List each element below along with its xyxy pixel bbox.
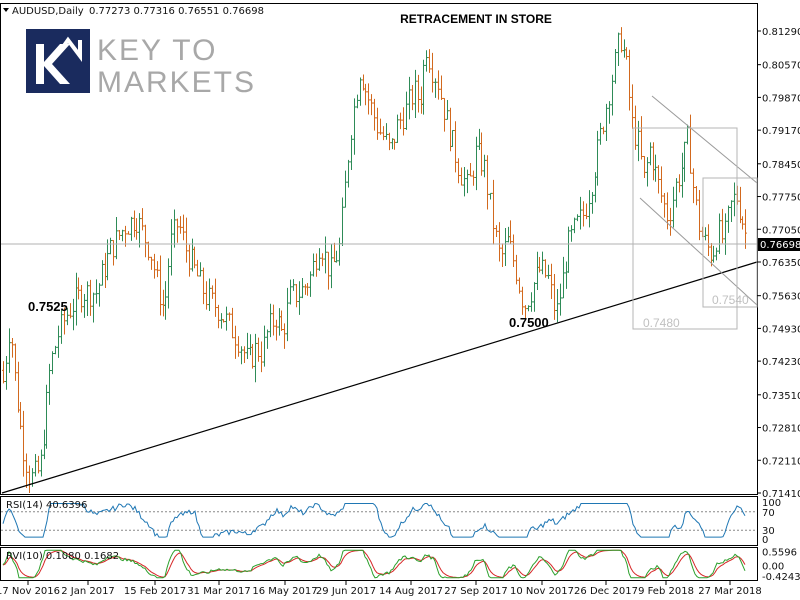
price-tick-label: 0.81290 <box>762 27 800 38</box>
symbol-label: AUDUSD,Daily <box>12 6 84 17</box>
date-tick-label: 26 Dec 2017 <box>574 586 638 597</box>
date-tick-label: 27 Sep 2017 <box>444 586 507 597</box>
date-tick-label: 14 Aug 2017 <box>379 586 443 597</box>
date-tick-label: 2 Jan 2017 <box>61 586 115 597</box>
chart-title: RETRACEMENT IN STORE <box>400 12 552 26</box>
price-tick-label: 0.77750 <box>762 193 800 204</box>
rsi-panel-frame <box>0 496 758 546</box>
price-tick-label: 0.77050 <box>762 225 800 236</box>
annotation-0-7525: 0.7525 <box>28 299 68 314</box>
annotation-0-7480: 0.7480 <box>643 316 680 330</box>
logo-line1: KEY TO <box>97 34 217 67</box>
price-tick-label: 0.72110 <box>762 456 800 467</box>
current-price-label: 0.76698 <box>760 240 800 251</box>
rsi-level-label: 0 <box>762 535 768 546</box>
dropdown-triangle-icon[interactable] <box>3 8 9 12</box>
ohlc-readout: 0.77273 0.77316 0.76551 0.76698 <box>89 6 264 17</box>
price-tick-label: 0.72810 <box>762 424 800 435</box>
date-tick-label: 27 Mar 2018 <box>698 586 761 597</box>
rsi-level-label: 30 <box>762 526 775 537</box>
retracement-box-small <box>702 177 758 308</box>
logo-mark <box>26 29 90 93</box>
price-tick-label: 0.73510 <box>762 391 800 402</box>
price-tick-label: 0.75630 <box>762 292 800 303</box>
date-tick-label: 31 Mar 2017 <box>187 586 250 597</box>
rsi-level-label: 70 <box>762 508 775 519</box>
logo-k-icon <box>36 44 70 84</box>
price-tick-label: 0.74930 <box>762 324 800 335</box>
key-to-markets-logo: KEY TO MARKETS <box>26 29 256 99</box>
technical-overlays <box>1 95 758 494</box>
price-tick-label: 0.78450 <box>762 160 800 171</box>
rvi-panel-frame <box>0 547 758 581</box>
annotation-0-7500: 0.7500 <box>509 315 549 330</box>
date-axis: 17 Nov 2016 2 Jan 2017 15 Feb 2017 31 Mar 2… <box>0 581 762 597</box>
date-tick-label: 29 Jun 2017 <box>316 586 376 597</box>
rvi-panel: 0.5596 0.00-0.4243 <box>2 547 800 583</box>
channel-lower-line <box>639 197 758 306</box>
price-tick-label: 0.79170 <box>762 126 800 137</box>
rvi-label: RVI(10) 0.1080 0.1682 <box>6 551 119 562</box>
candlestick-series <box>2 27 747 493</box>
date-tick-label: 15 Feb 2017 <box>124 586 186 597</box>
price-tick-label: 0.74230 <box>762 357 800 368</box>
logo-line2: MARKETS <box>97 66 256 99</box>
price-tick-label: 0.80570 <box>762 61 800 72</box>
date-tick-label: 10 Nov 2017 <box>510 586 574 597</box>
rvi-level-label: 0.5596 <box>762 547 797 558</box>
rvi-level-label: 0.00 <box>762 561 784 572</box>
price-axis: 0.81290 0.80570 0.79870 0.79170 0.78450 0.777… <box>757 27 800 500</box>
price-tick-label: 0.79870 <box>762 93 800 104</box>
rsi-line <box>2 502 746 538</box>
date-tick-label: 9 Feb 2018 <box>638 586 694 597</box>
rvi-main-line <box>2 549 746 579</box>
rsi-label: RSI(14) 40.6396 <box>6 500 87 511</box>
date-tick-label: 16 May 2017 <box>252 586 317 597</box>
support-trendline <box>1 261 758 494</box>
price-tick-label: 0.71410 <box>762 489 800 500</box>
retracement-box-large <box>632 127 738 330</box>
rvi-level-label: -0.4243 <box>762 572 800 583</box>
current-price-tag <box>758 238 800 251</box>
logo-m-swoosh-icon <box>56 36 82 62</box>
channel-upper-line <box>651 95 758 184</box>
rsi-level-label: 100 <box>762 498 781 509</box>
price-tick-label: 0.76350 <box>762 258 800 269</box>
date-tick-label: 17 Nov 2016 <box>0 586 60 597</box>
annotation-0-7540: 0.7540 <box>712 293 749 307</box>
